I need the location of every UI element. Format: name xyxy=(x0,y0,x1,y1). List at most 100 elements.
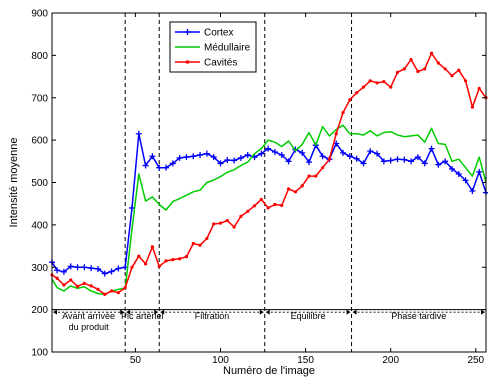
data-point xyxy=(307,174,311,178)
data-point xyxy=(280,203,284,207)
series-group xyxy=(50,51,488,296)
data-point xyxy=(341,110,345,115)
data-point xyxy=(239,214,243,218)
data-point xyxy=(408,158,415,165)
data-point xyxy=(266,206,270,210)
data-point xyxy=(455,171,462,178)
data-point xyxy=(285,158,292,165)
phase-label: Equilibre xyxy=(291,311,326,321)
series-group xyxy=(49,130,488,277)
data-point xyxy=(394,156,401,163)
phase-arrowhead-right xyxy=(154,309,159,315)
data-point xyxy=(88,265,95,272)
x-tick-label: 100 xyxy=(212,355,229,366)
data-point xyxy=(340,149,347,156)
data-point xyxy=(271,148,278,155)
y-tick-label: 800 xyxy=(31,51,48,62)
data-point xyxy=(225,219,229,223)
data-point xyxy=(75,284,80,288)
data-point xyxy=(423,67,427,71)
phase-arrowhead-right xyxy=(346,309,351,315)
data-point xyxy=(74,264,81,271)
data-point xyxy=(463,79,468,83)
data-point xyxy=(286,187,291,191)
phase-label: Filtration xyxy=(195,311,230,321)
y-axis-label: Intensité moyenne xyxy=(8,138,20,228)
tick-layer: 100 200 300 400 500 600 700 800 900 50 100 150 200 25… xyxy=(31,9,486,366)
y-tick-label: 500 xyxy=(31,178,48,189)
data-point xyxy=(314,174,318,178)
legend-entry-label: Cortex xyxy=(204,28,233,39)
data-point xyxy=(231,157,238,164)
y-tick-label: 300 xyxy=(31,263,48,274)
data-point xyxy=(62,283,66,287)
data-point xyxy=(428,145,435,152)
data-point xyxy=(375,81,379,85)
data-point xyxy=(367,148,374,155)
legend: Cortex Médullaire Cavités xyxy=(169,21,257,73)
data-point xyxy=(334,132,338,136)
data-point xyxy=(54,267,61,274)
x-tick-label: 50 xyxy=(130,355,142,366)
x-tick-label: 150 xyxy=(297,355,314,366)
data-point xyxy=(108,268,115,275)
data-point xyxy=(130,265,134,269)
data-point xyxy=(416,69,420,74)
data-point xyxy=(218,221,223,225)
phase-arrowhead-left xyxy=(265,309,270,315)
data-point xyxy=(142,162,149,169)
data-point xyxy=(212,222,216,226)
data-point xyxy=(299,149,306,156)
data-point xyxy=(387,157,394,164)
series-line xyxy=(51,133,487,275)
data-point xyxy=(435,161,442,168)
data-point xyxy=(258,150,265,157)
phase-arrowhead-right xyxy=(481,309,485,315)
phase-label: Pic artériel xyxy=(121,311,164,321)
data-point xyxy=(244,151,251,158)
y-tick-label: 600 xyxy=(31,136,48,147)
y-tick-label: 400 xyxy=(31,220,48,231)
y-tick-label: 700 xyxy=(31,93,48,104)
data-point xyxy=(429,51,434,55)
data-point xyxy=(81,264,88,271)
data-point xyxy=(96,287,100,291)
data-point xyxy=(246,209,250,213)
data-point xyxy=(150,245,155,249)
data-point xyxy=(353,155,360,162)
data-point xyxy=(355,91,359,95)
data-point xyxy=(457,68,461,72)
x-tick-label: 250 xyxy=(467,355,484,366)
phase-arrowhead-right xyxy=(259,309,264,315)
series-layer xyxy=(49,51,488,296)
data-point xyxy=(273,202,277,207)
legend-marker xyxy=(185,60,190,64)
data-point xyxy=(252,204,257,208)
y-tick-label: 100 xyxy=(31,348,48,359)
data-point xyxy=(115,265,122,272)
legend-entry-label: Médullaire xyxy=(204,43,251,54)
data-point xyxy=(436,61,440,65)
data-point xyxy=(380,158,387,165)
data-point xyxy=(382,80,386,84)
data-point xyxy=(368,79,372,83)
data-point xyxy=(401,156,408,163)
data-point xyxy=(197,151,204,158)
data-point xyxy=(203,150,210,157)
data-point xyxy=(144,262,148,266)
data-point xyxy=(103,292,107,296)
plot-frame xyxy=(51,12,487,353)
data-point xyxy=(346,153,353,160)
data-point xyxy=(116,291,120,295)
data-point xyxy=(237,154,244,161)
data-point xyxy=(477,86,481,91)
phase-arrowhead-left xyxy=(126,309,131,315)
data-point xyxy=(259,197,263,202)
data-point xyxy=(321,166,325,170)
data-point xyxy=(191,241,195,246)
data-point xyxy=(171,258,175,262)
data-point xyxy=(183,154,190,161)
data-point xyxy=(348,98,352,102)
data-point xyxy=(442,158,449,165)
data-point xyxy=(469,187,476,194)
